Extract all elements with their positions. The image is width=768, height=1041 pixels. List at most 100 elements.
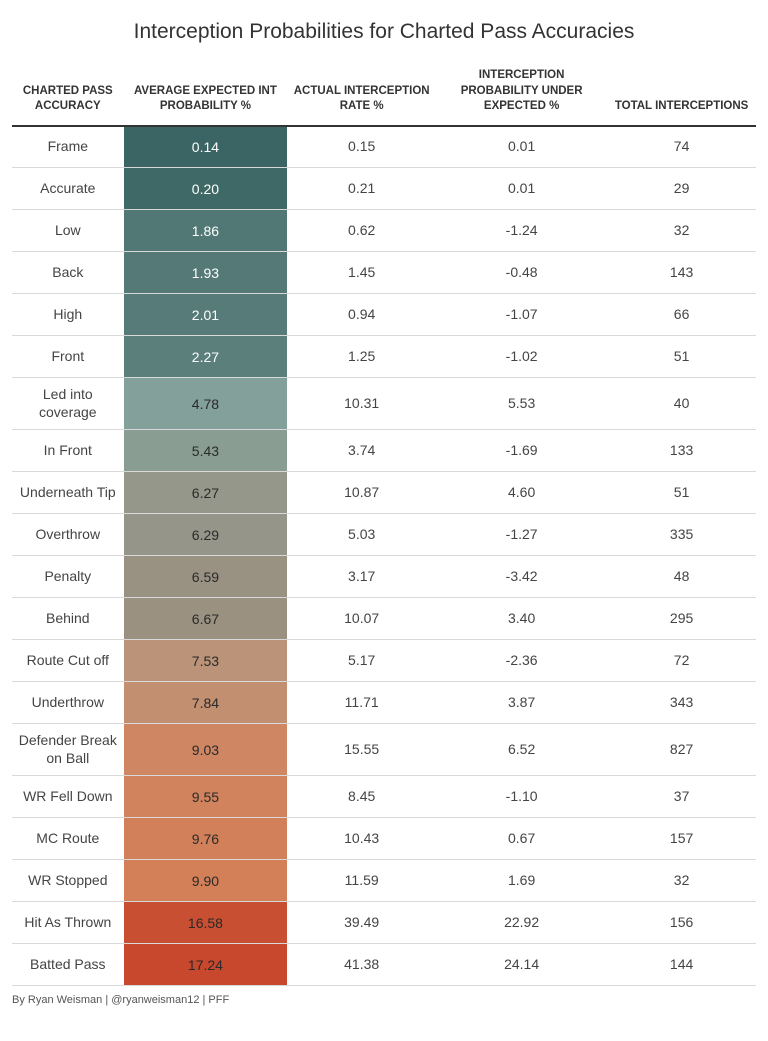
table-row: WR Stopped9.9011.591.6932 <box>12 860 756 902</box>
table-row: Penalty6.593.17-3.4248 <box>12 556 756 598</box>
cell-expected-heat: 9.90 <box>124 860 288 902</box>
table-row: Frame0.140.150.0174 <box>12 126 756 168</box>
cell-actual: 0.62 <box>287 210 436 252</box>
cell-total: 40 <box>607 378 756 430</box>
cell-expected-heat: 6.59 <box>124 556 288 598</box>
cell-diff: 4.60 <box>436 472 607 514</box>
table-row: Underthrow7.8411.713.87343 <box>12 682 756 724</box>
cell-expected-heat: 6.67 <box>124 598 288 640</box>
table-row: Overthrow6.295.03-1.27335 <box>12 514 756 556</box>
cell-total: 827 <box>607 724 756 776</box>
cell-accuracy: Low <box>12 210 124 252</box>
cell-total: 157 <box>607 818 756 860</box>
cell-expected-heat: 16.58 <box>124 902 288 944</box>
table-row: Low1.860.62-1.2432 <box>12 210 756 252</box>
cell-actual: 3.17 <box>287 556 436 598</box>
cell-accuracy: Behind <box>12 598 124 640</box>
table-row: Led into coverage4.7810.315.5340 <box>12 378 756 430</box>
cell-actual: 1.25 <box>287 336 436 378</box>
table-row: Batted Pass17.2441.3824.14144 <box>12 944 756 986</box>
cell-expected-heat: 17.24 <box>124 944 288 986</box>
col-header-accuracy: CHARTED PASS ACCURACY <box>12 62 124 126</box>
cell-accuracy: Led into coverage <box>12 378 124 430</box>
cell-expected-heat: 0.14 <box>124 126 288 168</box>
cell-expected-heat: 4.78 <box>124 378 288 430</box>
cell-actual: 1.45 <box>287 252 436 294</box>
cell-diff: -1.07 <box>436 294 607 336</box>
cell-total: 74 <box>607 126 756 168</box>
cell-expected-heat: 2.27 <box>124 336 288 378</box>
table-row: Underneath Tip6.2710.874.6051 <box>12 472 756 514</box>
table-body: Frame0.140.150.0174Accurate0.200.210.012… <box>12 126 756 986</box>
cell-actual: 0.21 <box>287 168 436 210</box>
cell-total: 32 <box>607 210 756 252</box>
cell-expected-heat: 5.43 <box>124 430 288 472</box>
cell-actual: 5.03 <box>287 514 436 556</box>
cell-total: 343 <box>607 682 756 724</box>
cell-expected-heat: 9.55 <box>124 776 288 818</box>
cell-actual: 41.38 <box>287 944 436 986</box>
cell-accuracy: Front <box>12 336 124 378</box>
table-row: High2.010.94-1.0766 <box>12 294 756 336</box>
table-row: WR Fell Down9.558.45-1.1037 <box>12 776 756 818</box>
cell-diff: -1.02 <box>436 336 607 378</box>
cell-accuracy: Frame <box>12 126 124 168</box>
cell-diff: 6.52 <box>436 724 607 776</box>
cell-diff: 1.69 <box>436 860 607 902</box>
cell-diff: -1.10 <box>436 776 607 818</box>
cell-accuracy: Accurate <box>12 168 124 210</box>
cell-actual: 5.17 <box>287 640 436 682</box>
cell-diff: -1.69 <box>436 430 607 472</box>
cell-total: 37 <box>607 776 756 818</box>
cell-expected-heat: 7.84 <box>124 682 288 724</box>
cell-actual: 0.94 <box>287 294 436 336</box>
credit-line: By Ryan Weisman | @ryanweisman12 | PFF <box>12 986 756 1006</box>
cell-total: 144 <box>607 944 756 986</box>
table-row: Accurate0.200.210.0129 <box>12 168 756 210</box>
cell-actual: 10.07 <box>287 598 436 640</box>
cell-expected-heat: 7.53 <box>124 640 288 682</box>
cell-actual: 0.15 <box>287 126 436 168</box>
cell-diff: -1.24 <box>436 210 607 252</box>
cell-accuracy: WR Fell Down <box>12 776 124 818</box>
table-row: Back1.931.45-0.48143 <box>12 252 756 294</box>
cell-expected-heat: 6.27 <box>124 472 288 514</box>
cell-accuracy: Route Cut off <box>12 640 124 682</box>
page-title: Interception Probabilities for Charted P… <box>12 20 756 44</box>
col-header-diff: INTERCEPTION PROBABILITY UNDER EXPECTED … <box>436 62 607 126</box>
cell-expected-heat: 6.29 <box>124 514 288 556</box>
cell-diff: 3.87 <box>436 682 607 724</box>
cell-accuracy: Defender Break on Ball <box>12 724 124 776</box>
cell-diff: 24.14 <box>436 944 607 986</box>
cell-accuracy: MC Route <box>12 818 124 860</box>
cell-diff: 0.67 <box>436 818 607 860</box>
cell-diff: 22.92 <box>436 902 607 944</box>
cell-accuracy: WR Stopped <box>12 860 124 902</box>
cell-actual: 39.49 <box>287 902 436 944</box>
cell-accuracy: Underneath Tip <box>12 472 124 514</box>
cell-actual: 10.87 <box>287 472 436 514</box>
cell-total: 48 <box>607 556 756 598</box>
table-row: Route Cut off7.535.17-2.3672 <box>12 640 756 682</box>
table-row: Defender Break on Ball9.0315.556.52827 <box>12 724 756 776</box>
cell-diff: -0.48 <box>436 252 607 294</box>
cell-total: 133 <box>607 430 756 472</box>
cell-expected-heat: 0.20 <box>124 168 288 210</box>
cell-diff: 5.53 <box>436 378 607 430</box>
cell-diff: -2.36 <box>436 640 607 682</box>
cell-expected-heat: 9.03 <box>124 724 288 776</box>
cell-total: 295 <box>607 598 756 640</box>
interception-table: CHARTED PASS ACCURACY AVERAGE EXPECTED I… <box>12 62 756 986</box>
cell-total: 29 <box>607 168 756 210</box>
cell-diff: 3.40 <box>436 598 607 640</box>
cell-accuracy: Back <box>12 252 124 294</box>
table-row: Behind6.6710.073.40295 <box>12 598 756 640</box>
table-row: MC Route9.7610.430.67157 <box>12 818 756 860</box>
cell-actual: 11.59 <box>287 860 436 902</box>
cell-expected-heat: 2.01 <box>124 294 288 336</box>
cell-actual: 10.43 <box>287 818 436 860</box>
col-header-total: TOTAL INTERCEPTIONS <box>607 62 756 126</box>
cell-accuracy: Underthrow <box>12 682 124 724</box>
table-header-row: CHARTED PASS ACCURACY AVERAGE EXPECTED I… <box>12 62 756 126</box>
cell-expected-heat: 1.93 <box>124 252 288 294</box>
